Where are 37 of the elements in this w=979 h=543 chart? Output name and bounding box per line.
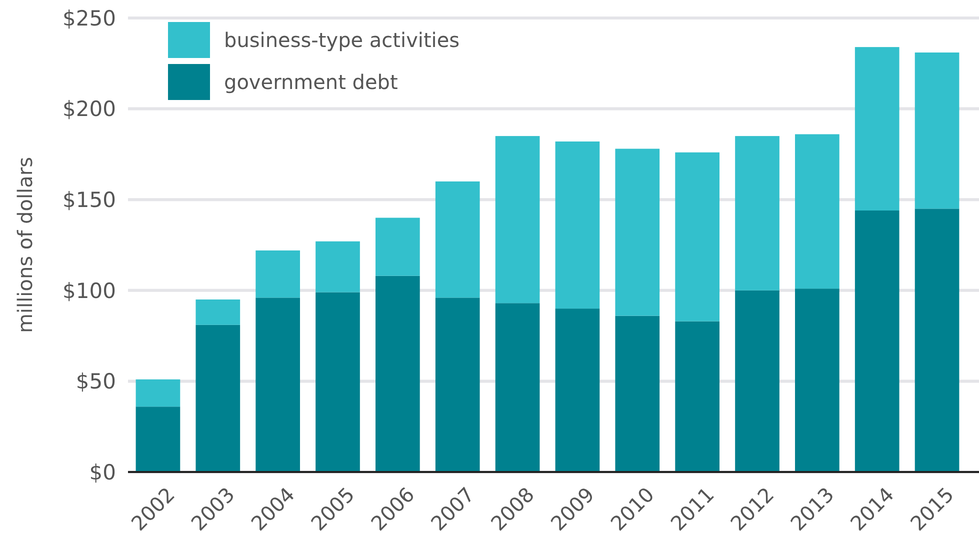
bar [735, 136, 780, 290]
bar [675, 152, 720, 322]
bar [914, 52, 960, 209]
bar [435, 181, 480, 298]
bar [376, 218, 420, 276]
y-axis-title: millions of dollars [13, 157, 37, 333]
bar [555, 141, 600, 309]
bar [376, 276, 420, 472]
bar [795, 288, 840, 472]
bar [435, 298, 480, 472]
y-tick-label: $100 [62, 278, 116, 303]
bar [795, 134, 840, 289]
bar [256, 250, 300, 298]
legend-label: government debt [224, 70, 398, 94]
bar [256, 298, 300, 472]
y-tick-label: $150 [62, 188, 116, 212]
bar [854, 210, 900, 472]
bar [495, 136, 540, 304]
bar [196, 299, 240, 325]
y-tick-label: $0 [89, 460, 116, 484]
bar [615, 316, 660, 472]
bar [495, 303, 540, 472]
bar [136, 406, 180, 472]
bar [675, 321, 720, 472]
bar [136, 379, 180, 407]
y-tick-label: $50 [76, 370, 116, 394]
bar [854, 47, 900, 210]
bar [196, 324, 240, 472]
bar [316, 292, 360, 472]
y-tick-label: $200 [62, 97, 116, 122]
bar [615, 148, 660, 316]
bar [555, 308, 600, 472]
bar [735, 290, 780, 472]
bar [914, 208, 960, 472]
legend-label: business-type activities [224, 28, 460, 52]
y-tick-label: $250 [62, 6, 116, 30]
bar [316, 241, 360, 292]
